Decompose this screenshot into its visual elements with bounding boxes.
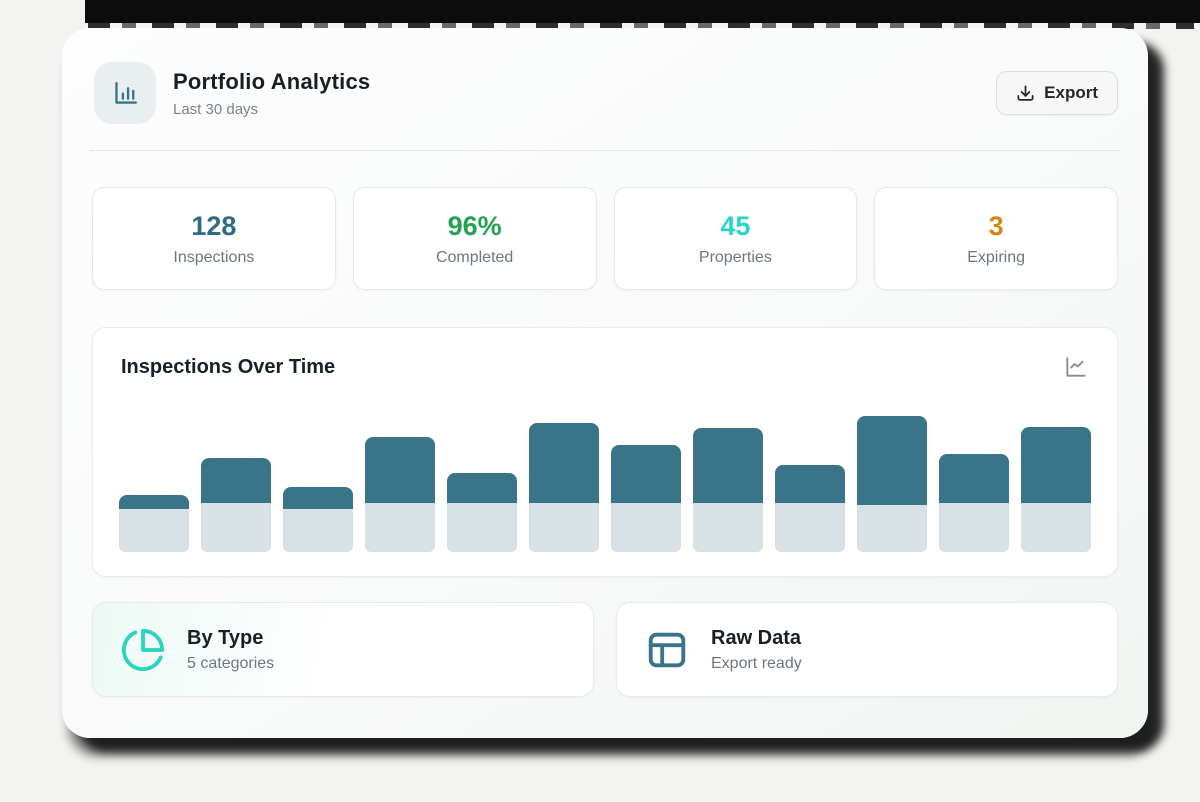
chart-header: Inspections Over Time bbox=[121, 354, 1089, 380]
page-title: Portfolio Analytics bbox=[173, 68, 371, 94]
bar-lower-segment bbox=[447, 503, 517, 552]
stat-inspections-label: Inspections bbox=[173, 248, 255, 266]
bar-lower-segment bbox=[119, 509, 189, 552]
bar-lower-segment bbox=[283, 509, 353, 552]
bar-upper-segment bbox=[611, 445, 681, 503]
stat-completed: 96% Completed bbox=[352, 187, 597, 290]
bar-2 bbox=[201, 458, 271, 552]
bar-3 bbox=[283, 487, 353, 552]
download-icon bbox=[1016, 84, 1035, 103]
stat-completed-value: 96% bbox=[447, 210, 502, 241]
bar-upper-segment bbox=[775, 465, 845, 503]
bar-upper-segment bbox=[201, 458, 271, 503]
portfolio-analytics-card: Portfolio Analytics Last 30 days Export … bbox=[62, 28, 1148, 738]
stat-expiring-value: 3 bbox=[988, 210, 1004, 241]
stat-properties: 45 Properties bbox=[613, 187, 858, 290]
bar-chart bbox=[119, 400, 1091, 552]
by-type-text: By Type 5 categories bbox=[187, 627, 274, 673]
stats-row: 128 Inspections 96% Completed 45 Propert… bbox=[92, 187, 1118, 290]
bar-12 bbox=[1021, 427, 1091, 552]
bar-upper-segment bbox=[283, 487, 353, 509]
bottom-cards-row: By Type 5 categories Raw Data Export rea… bbox=[92, 602, 1118, 697]
bar-lower-segment bbox=[693, 503, 763, 552]
bar-4 bbox=[365, 437, 435, 552]
export-button[interactable]: Export bbox=[996, 71, 1118, 115]
bar-9 bbox=[775, 465, 845, 552]
bar-lower-segment bbox=[1021, 503, 1091, 552]
bar-11 bbox=[939, 454, 1009, 552]
raw-data-text: Raw Data Export ready bbox=[711, 627, 802, 673]
stat-expiring: 3 Expiring bbox=[874, 187, 1118, 290]
pie-chart-icon bbox=[120, 627, 166, 673]
stat-completed-label: Completed bbox=[435, 248, 514, 266]
page-subtitle: Last 30 days bbox=[173, 100, 259, 118]
stat-inspections-value: 128 bbox=[191, 210, 237, 241]
bar-7 bbox=[611, 445, 681, 552]
chart-title: Inspections Over Time bbox=[121, 355, 336, 378]
card-header: Portfolio Analytics Last 30 days Export bbox=[62, 28, 1148, 150]
bar-8 bbox=[693, 428, 763, 552]
header-text: Portfolio Analytics Last 30 days bbox=[173, 69, 370, 118]
bar-upper-segment bbox=[447, 473, 517, 503]
bar-upper-segment bbox=[693, 428, 763, 503]
raw-data-title: Raw Data bbox=[711, 626, 802, 649]
by-type-card[interactable]: By Type 5 categories bbox=[92, 602, 594, 697]
bar-1 bbox=[119, 495, 189, 552]
by-type-title: By Type bbox=[187, 626, 264, 649]
by-type-subtitle: 5 categories bbox=[187, 654, 275, 672]
bar-lower-segment bbox=[857, 505, 927, 552]
line-chart-icon bbox=[1063, 354, 1089, 380]
inspections-chart-panel: Inspections Over Time bbox=[92, 327, 1118, 577]
bar-lower-segment bbox=[529, 503, 599, 552]
stat-properties-label: Properties bbox=[698, 248, 772, 266]
raw-data-card[interactable]: Raw Data Export ready bbox=[616, 602, 1118, 697]
bar-upper-segment bbox=[119, 495, 189, 509]
export-button-label: Export bbox=[1044, 83, 1098, 102]
bar-lower-segment bbox=[201, 503, 271, 552]
bar-5 bbox=[447, 473, 517, 552]
bar-chart-icon bbox=[110, 78, 141, 109]
stat-properties-value: 45 bbox=[720, 210, 751, 241]
stat-inspections: 128 Inspections bbox=[92, 187, 336, 290]
bar-upper-segment bbox=[857, 416, 927, 505]
table-icon bbox=[644, 627, 690, 673]
background-glitch-dashes bbox=[88, 23, 1194, 29]
stat-expiring-label: Expiring bbox=[967, 248, 1026, 266]
bar-upper-segment bbox=[1021, 427, 1091, 503]
header-icon-tile bbox=[94, 62, 156, 124]
header-divider bbox=[90, 150, 1120, 151]
bar-upper-segment bbox=[365, 437, 435, 503]
bar-lower-segment bbox=[611, 503, 681, 552]
bar-lower-segment bbox=[775, 503, 845, 552]
bar-upper-segment bbox=[939, 454, 1009, 503]
background-glitch-band bbox=[85, 0, 1200, 23]
bar-lower-segment bbox=[365, 503, 435, 552]
raw-data-subtitle: Export ready bbox=[711, 654, 802, 672]
bar-6 bbox=[529, 423, 599, 552]
bar-lower-segment bbox=[939, 503, 1009, 552]
bar-10 bbox=[857, 416, 927, 552]
bar-upper-segment bbox=[529, 423, 599, 503]
